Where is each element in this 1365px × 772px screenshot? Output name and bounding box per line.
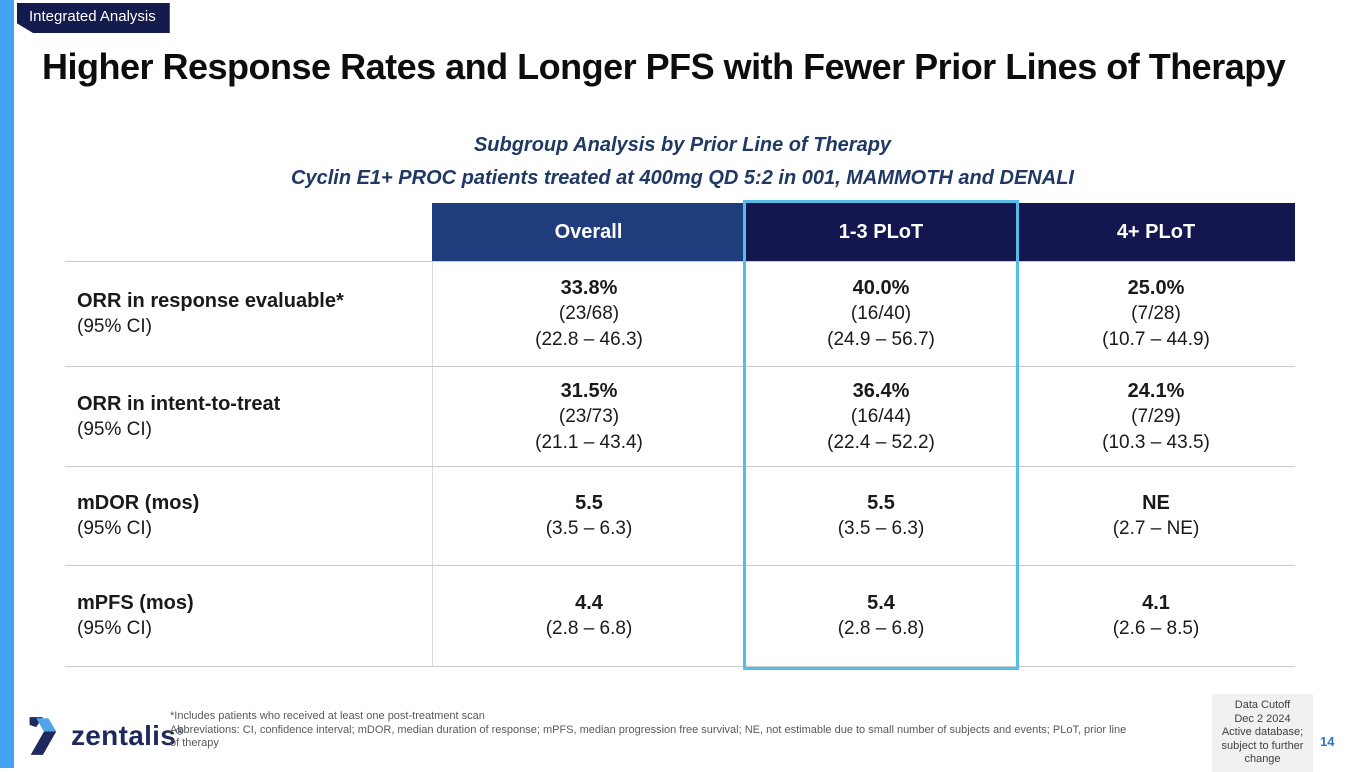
slide-tag-label: Integrated Analysis (29, 8, 156, 25)
cutoff-line-2: Dec 2 2024 (1234, 712, 1291, 725)
row-label-main: mPFS (mos) (77, 592, 194, 614)
cell-value-ci: (3.5 – 6.3) (837, 518, 925, 539)
page-number: 14 (1320, 734, 1335, 749)
table-cell-overall: 33.8% (23/68) (22.8 – 46.3) (432, 262, 745, 367)
cell-value-main: 5.5 (867, 492, 895, 514)
cell-value-main: NE (1142, 492, 1170, 514)
cutoff-line-4: subject to further (1221, 739, 1304, 752)
cutoff-line-5: change (1244, 753, 1281, 765)
subtitle-line-1: Subgroup Analysis by Prior Line of Thera… (473, 134, 892, 156)
slide-tag-badge: Integrated Analysis (17, 3, 170, 33)
cell-value-n: (23/68) (558, 303, 620, 324)
table-cell-overall: 4.4 (2.8 – 6.8) (432, 566, 745, 667)
table-cell-overall: 5.5 (3.5 – 6.3) (432, 467, 745, 566)
table-cell-4plus-plot: 4.1 (2.6 – 8.5) (1017, 566, 1295, 667)
zentalis-wordmark: zentalis® (71, 720, 184, 752)
table-cell-1-3-plot: 40.0% (16/40) (24.9 – 56.7) (745, 262, 1017, 367)
cell-value-ci: (10.7 – 44.9) (1102, 329, 1210, 350)
footnote-line-2: Abbreviations: CI, confidence interval; … (170, 723, 1127, 736)
cell-value-main: 31.5% (560, 379, 618, 402)
cutoff-line-1: Data Cutoff (1234, 699, 1291, 711)
slide-subtitle: Subgroup Analysis by Prior Line of Thera… (65, 129, 1300, 195)
table-header-1-3-plot: 1-3 PLoT (745, 203, 1017, 262)
table-cell-4plus-plot: 24.1% (7/29) (10.3 – 43.5) (1017, 367, 1295, 467)
cell-value-main: 25.0% (1127, 277, 1185, 299)
row-label-sub: (95% CI) (77, 518, 152, 539)
results-table: Overall 1-3 PLoT 4+ PLoT ORR in response… (65, 200, 1295, 670)
accent-left-bar (0, 0, 14, 768)
cell-value-ci: (10.3 – 43.5) (1102, 431, 1210, 453)
cell-value-n: (16/44) (850, 405, 912, 427)
table-header-4plus-plot: 4+ PLoT (1017, 203, 1295, 262)
registered-mark: ® (176, 726, 184, 738)
table-cell-1-3-plot: 5.4 (2.8 – 6.8) (745, 566, 1017, 667)
table-cell-1-3-plot: 36.4% (16/44) (22.4 – 52.2) (745, 367, 1017, 467)
table-cell-4plus-plot: 25.0% (7/28) (10.7 – 44.9) (1017, 262, 1295, 367)
cell-value-ci: (2.8 – 6.8) (545, 618, 633, 639)
table-cell-1-3-plot: 5.5 (3.5 – 6.3) (745, 467, 1017, 566)
zentalis-logo-icon (29, 717, 57, 755)
data-cutoff-box: Data Cutoff Dec 2 2024 Active database; … (1212, 694, 1313, 772)
footnote-line-1: *Includes patients who received at least… (170, 710, 485, 722)
table-row-label-orr-itt: ORR in intent-to-treat (95% CI) (65, 367, 432, 467)
cell-value-ci: (22.4 – 52.2) (827, 431, 935, 453)
row-label-sub: (95% CI) (77, 618, 152, 639)
cell-value-n: (16/40) (850, 303, 912, 324)
table-row-label-mdor: mDOR (mos) (95% CI) (65, 467, 432, 566)
cell-value-main: 40.0% (852, 277, 910, 299)
table-cell-4plus-plot: NE (2.7 – NE) (1017, 467, 1295, 566)
row-label-main: ORR in response evaluable* (77, 290, 344, 312)
cell-value-ci: (22.8 – 46.3) (535, 329, 643, 350)
cutoff-line-3: Active database; (1221, 726, 1304, 738)
cell-value-ci: (24.9 – 56.7) (827, 329, 935, 350)
zentalis-logo: zentalis® (26, 716, 184, 756)
table-row-label-orr-evaluable: ORR in response evaluable* (95% CI) (65, 262, 432, 367)
cell-value-n: (7/29) (1131, 405, 1181, 427)
cell-value-main: 24.1% (1127, 379, 1185, 402)
subtitle-line-2: Cyclin E1+ PROC patients treated at 400m… (291, 167, 1074, 189)
row-label-sub: (95% CI) (77, 418, 152, 440)
cell-value-n: (23/73) (558, 405, 620, 427)
row-label-main: mDOR (mos) (77, 492, 200, 514)
cell-value-main: 36.4% (852, 379, 910, 402)
cell-value-main: 5.5 (575, 492, 603, 514)
cell-value-main: 33.8% (560, 277, 618, 299)
row-label-main: ORR in intent-to-treat (77, 392, 281, 415)
page-title: Higher Response Rates and Longer PFS wit… (42, 46, 1286, 87)
zentalis-wordmark-text: zentalis (71, 720, 177, 751)
table-header-empty (65, 203, 432, 262)
table-row-label-mpfs: mPFS (mos) (95% CI) (65, 566, 432, 667)
cell-value-main: 5.4 (867, 592, 895, 614)
cell-value-ci: (2.7 – NE) (1112, 518, 1200, 539)
results-table-grid: Overall 1-3 PLoT 4+ PLoT ORR in response… (65, 203, 1295, 667)
cell-value-ci: (21.1 – 43.4) (535, 431, 643, 453)
cell-value-ci: (3.5 – 6.3) (545, 518, 633, 539)
cell-value-main: 4.4 (575, 592, 603, 614)
cell-value-n: (7/28) (1131, 303, 1181, 324)
cell-value-ci: (2.6 – 8.5) (1112, 618, 1200, 639)
row-label-sub: (95% CI) (77, 316, 152, 337)
table-header-overall: Overall (432, 203, 745, 262)
table-cell-overall: 31.5% (23/73) (21.1 – 43.4) (432, 367, 745, 467)
cell-value-ci: (2.8 – 6.8) (837, 618, 925, 639)
footnote-line-3: of therapy (170, 737, 219, 749)
cell-value-main: 4.1 (1142, 592, 1170, 614)
footnotes: *Includes patients who received at least… (170, 710, 1135, 751)
